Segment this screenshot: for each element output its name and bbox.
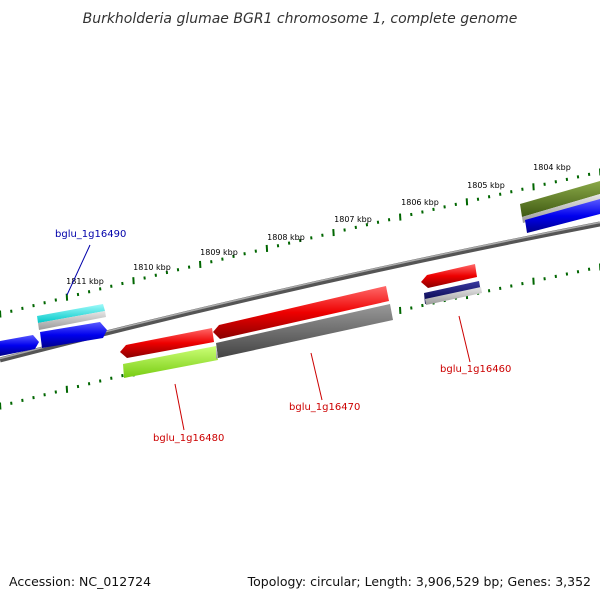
dark-gray-feature[interactable] <box>216 304 393 358</box>
gene-label-bglu_1g16490[interactable]: bglu_1g16490 <box>55 229 126 240</box>
olive-feature[interactable] <box>520 181 600 217</box>
map-title: Burkholderia glumae BGR1 chromosome 1, c… <box>83 11 518 27</box>
leader-line <box>310 352 323 401</box>
scale-label: 1804 kbp <box>533 163 571 172</box>
cds-feature[interactable] <box>0 335 39 356</box>
scale-label: 1810 kbp <box>133 263 171 272</box>
scale-label: 1808 kbp <box>267 233 305 242</box>
highlight-shadow <box>38 311 106 330</box>
scale-labels: 1804 kbp 1805 kbp 1806 kbp 1807 kbp 1808… <box>66 163 571 286</box>
gene-label-bglu_1g16460[interactable]: bglu_1g16460 <box>440 364 511 375</box>
cds-feature-bglu_1g16480[interactable] <box>120 328 214 358</box>
genome-summary-text: Topology: circular; Length: 3,906,529 bp… <box>247 574 591 589</box>
leader-line <box>174 383 185 431</box>
cds-feature-bglu_1g16460[interactable] <box>421 264 477 288</box>
scale-label: 1809 kbp <box>200 248 238 257</box>
outer-tick-track <box>0 168 600 318</box>
cds-feature-bglu_1g16470[interactable] <box>213 286 389 339</box>
navy-shadow <box>425 287 482 305</box>
gene-label-bglu_1g16480[interactable]: bglu_1g16480 <box>153 433 224 444</box>
leader-line <box>458 315 471 363</box>
gene-label-bglu_1g16470[interactable]: bglu_1g16470 <box>289 402 360 413</box>
forward-strand-features <box>0 181 600 356</box>
accession-text: Accession: NC_012724 <box>9 574 151 589</box>
scale-label: 1806 kbp <box>401 198 439 207</box>
scale-label: 1811 kbp <box>66 277 104 286</box>
lime-feature[interactable] <box>123 346 218 378</box>
highlight-feature[interactable] <box>37 304 105 323</box>
dark-gray-shadow <box>216 344 218 359</box>
reverse-strand-features <box>120 264 482 378</box>
scale-label: 1807 kbp <box>334 215 372 224</box>
cds-feature-bglu_1g16490[interactable] <box>40 322 107 348</box>
scale-label: 1805 kbp <box>467 181 505 190</box>
leader-line <box>66 244 91 296</box>
cds-feature[interactable] <box>525 199 600 233</box>
